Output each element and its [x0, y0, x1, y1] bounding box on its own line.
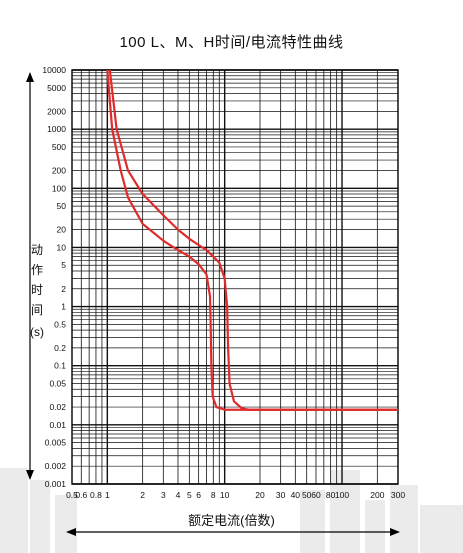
x-axis-arrow-right — [390, 528, 400, 536]
y-tick-label: 10 — [57, 242, 67, 252]
x-tick-label: 20 — [255, 490, 265, 500]
y-tick-label: 1 — [61, 302, 66, 312]
x-tick-label: 40 — [291, 490, 301, 500]
x-tick-label: 8 — [211, 490, 216, 500]
y-tick-label: 5 — [61, 260, 66, 270]
x-tick-label: 0.6 — [75, 490, 87, 500]
y-tick-label: 10000 — [42, 65, 66, 75]
x-tick-label: 0.8 — [90, 490, 102, 500]
x-tick-label: 300 — [391, 490, 405, 500]
x-tick-label: 0.5 — [66, 490, 78, 500]
y-tick-label: 2000 — [47, 106, 66, 116]
y-tick-label: 200 — [52, 165, 66, 175]
y-tick-label: 100 — [52, 183, 66, 193]
x-tick-label: 1 — [105, 490, 110, 500]
y-tick-label: 0.002 — [45, 461, 67, 471]
x-tick-label: 60 — [311, 490, 321, 500]
x-tick-label: 100 — [335, 490, 349, 500]
x-tick-label: 6 — [196, 490, 201, 500]
chart-title: 100 L、M、H时间/电流特性曲线 — [119, 34, 344, 51]
y-tick-label: 20 — [57, 225, 67, 235]
y-axis-label: 动 作 时 间 (s) — [30, 243, 44, 339]
y-tick-label: 0.05 — [49, 379, 66, 389]
x-tick-label: 3 — [161, 490, 166, 500]
x-tick-label: 200 — [370, 490, 384, 500]
plot-frame — [71, 69, 399, 485]
curve-series-1 — [106, 69, 398, 411]
y-tick-label: 5000 — [47, 83, 66, 93]
x-tick-label: 5 — [187, 490, 192, 500]
x-tick-label: 4 — [176, 490, 181, 500]
y-tick-label: 0.01 — [49, 420, 66, 430]
y-tick-label: 0.02 — [49, 402, 66, 412]
y-tick-label: 0.5 — [54, 319, 66, 329]
y-axis-label-char: 时 — [30, 283, 43, 297]
y-tick-label: 50 — [57, 201, 67, 211]
x-axis-label: 额定电流(倍数) — [188, 513, 275, 528]
y-axis-label-char: 动 — [30, 243, 43, 257]
x-tick-label: 80 — [326, 490, 336, 500]
y-tick-label: 0.1 — [54, 361, 66, 371]
y-tick-label: 0.2 — [54, 343, 66, 353]
y-axis-arrow-down — [26, 470, 34, 480]
y-axis-label-char: 间 — [30, 303, 43, 317]
curve-series-2 — [108, 69, 398, 411]
y-tick-label: 1000 — [47, 124, 66, 134]
x-tick-label: 10 — [220, 490, 230, 500]
y-tick-label: 0.005 — [45, 438, 67, 448]
y-tick-label: 0.001 — [45, 479, 67, 489]
x-tick-label: 50 — [302, 490, 312, 500]
y-axis-label-char: (s) — [30, 325, 44, 339]
x-tick-label: 30 — [276, 490, 286, 500]
x-tick-label: 2 — [140, 490, 145, 500]
y-axis-label-char: 作 — [30, 263, 43, 277]
y-axis-arrow-up — [26, 72, 34, 82]
y-tick-label: 500 — [52, 142, 66, 152]
x-axis-arrow-left — [66, 528, 76, 536]
y-tick-label: 2 — [61, 284, 66, 294]
